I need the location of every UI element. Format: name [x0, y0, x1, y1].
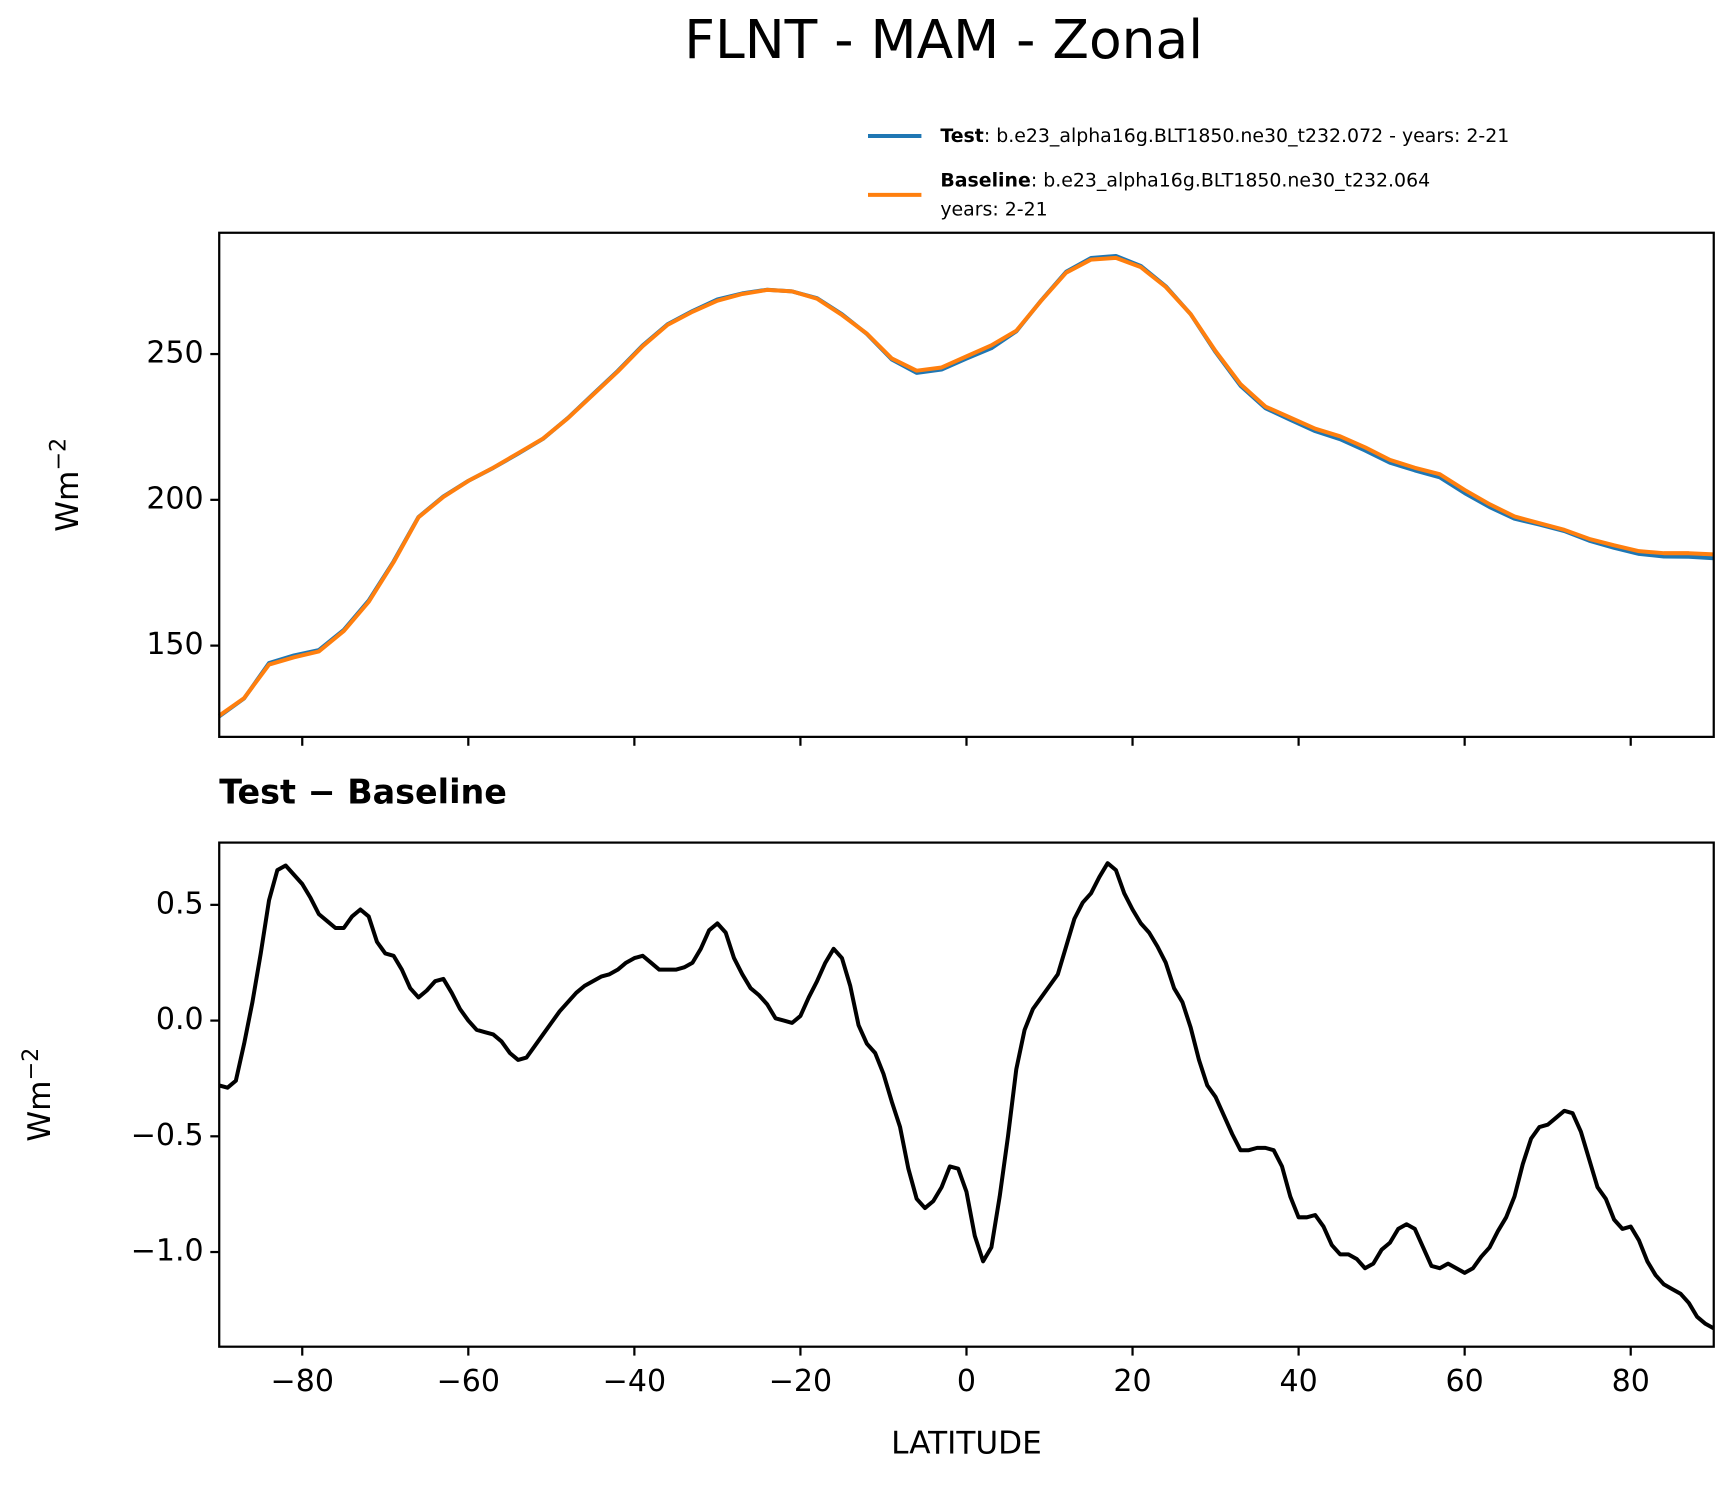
y-tick-label: −0.5 [131, 1118, 204, 1153]
legend-label: Baseline: b.e23_alpha16g.BLT1850.ne30_t2… [940, 169, 1430, 191]
x-tick-label: 0 [957, 1364, 976, 1399]
y-tick-label: 200 [146, 481, 203, 516]
y-axis-label: Wm−2 [18, 1048, 58, 1142]
y-tick-label: 0.0 [156, 1002, 204, 1037]
subplot-title: Test − Baseline [219, 773, 507, 812]
series-line [218, 255, 1714, 718]
figure-title: FLNT - MAM - Zonal [684, 8, 1203, 71]
legend-description: : b.e23_alpha16g.BLT1850.ne30_t232.064 [1031, 169, 1430, 191]
x-tick-label: 60 [1446, 1364, 1484, 1399]
axes-frame [218, 841, 1715, 1348]
legend-label: Test: b.e23_alpha16g.BLT1850.ne30_t232.0… [940, 124, 1509, 146]
legend-name: Test [940, 124, 984, 146]
x-tick-label: −20 [769, 1364, 832, 1399]
x-tick-label: 20 [1113, 1364, 1151, 1399]
y-axis-label-exponent: −2 [18, 1048, 44, 1081]
y-tick-label: 150 [146, 627, 203, 662]
x-tick-label: −80 [271, 1364, 334, 1399]
x-axis-label: LATITUDE [891, 1426, 1042, 1462]
legend-description: years: 2-21 [940, 198, 1047, 220]
x-tick-label: −40 [603, 1364, 666, 1399]
axes-frame [218, 231, 1715, 738]
y-axis-label-unit: Wm [50, 471, 86, 532]
legend-label: years: 2-21 [940, 198, 1047, 220]
y-axis-label-exponent: −2 [46, 438, 72, 471]
x-tick-label: −60 [437, 1364, 500, 1399]
y-tick-label: −1.0 [131, 1234, 204, 1269]
x-tick-label: 40 [1279, 1364, 1317, 1399]
y-tick-label: 0.5 [156, 886, 204, 921]
y-axis-label-unit: Wm [22, 1080, 58, 1141]
y-tick-label: 250 [146, 336, 203, 371]
series-line [218, 861, 1715, 1331]
legend-name: Baseline [940, 169, 1030, 191]
legend-description: : b.e23_alpha16g.BLT1850.ne30_t232.072 -… [984, 124, 1509, 146]
y-axis-label: Wm−2 [46, 438, 86, 532]
x-tick-label: 80 [1612, 1364, 1650, 1399]
